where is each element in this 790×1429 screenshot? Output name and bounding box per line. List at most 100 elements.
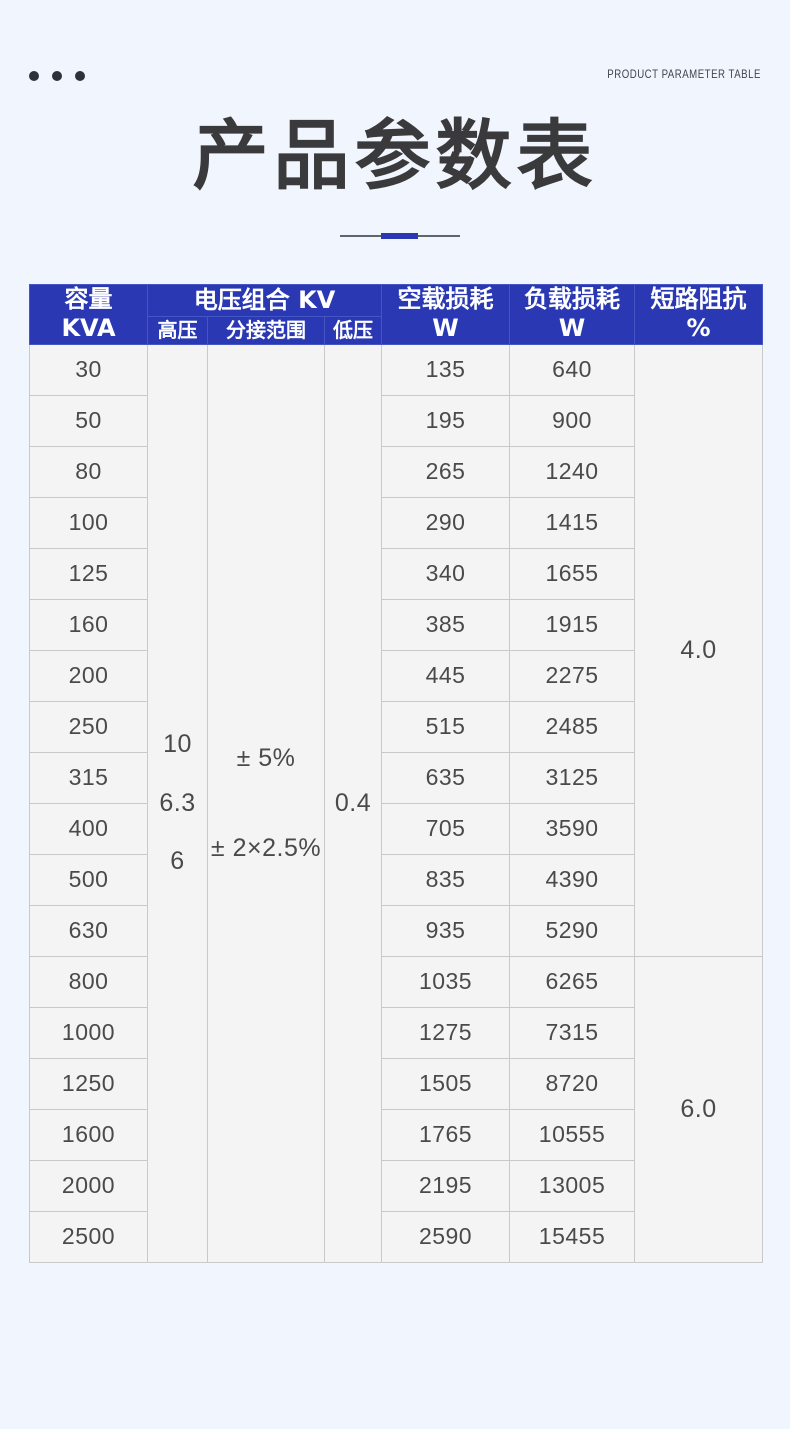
high-voltage-value: 10 (163, 729, 192, 758)
header-impedance: 短路阻抗 % (634, 284, 764, 345)
cell-no-load-loss: 705 (381, 802, 511, 855)
header-impedance-title: 短路阻抗 (650, 285, 747, 313)
cell-no-load-loss: 445 (381, 649, 511, 702)
high-voltage-value: 6.3 (159, 788, 196, 817)
product-parameter-table: 容量 KVA 电压组合 KV 空载损耗 W 负载损耗 W 短路阻抗 % 高 (29, 283, 764, 1263)
cell-impedance: 4.0 (634, 343, 764, 957)
cell-load-loss: 7315 (509, 1006, 636, 1059)
cell-no-load-loss: 1765 (381, 1108, 511, 1161)
cell-capacity: 315 (29, 751, 148, 804)
cell-load-loss: 5290 (509, 904, 636, 957)
cell-no-load-loss: 2590 (381, 1210, 511, 1263)
cell-high-voltage: 10 6.3 6 (147, 343, 208, 1263)
table-row: 400 705 3590 (29, 802, 763, 855)
table-row: 1000 1275 7315 (29, 1006, 763, 1059)
table-body: 30 10 6.3 6 ± 5% ± 2×2.5% 0.4 135 640 4.0 50 195 900… (29, 343, 764, 1263)
cell-no-load-loss: 1035 (381, 955, 511, 1008)
cell-capacity: 100 (29, 496, 148, 549)
cell-no-load-loss: 835 (381, 853, 511, 906)
page-header: PRODUCT PARAMETER TABLE (0, 0, 790, 110)
cell-load-loss: 900 (509, 394, 636, 447)
table-row: 1250 1505 8720 (29, 1057, 763, 1110)
parameter-table-wrapper: 容量 KVA 电压组合 KV 空载损耗 W 负载损耗 W 短路阻抗 % 高 (29, 283, 764, 1263)
cell-low-voltage: 0.4 (323, 343, 383, 1263)
cell-load-loss: 640 (509, 343, 636, 396)
cell-load-loss: 2275 (509, 649, 636, 702)
cell-capacity: 30 (29, 343, 148, 396)
header-tap-range: 分接范围 (207, 316, 325, 345)
cell-no-load-loss: 515 (381, 700, 511, 753)
dot-icon (75, 71, 85, 81)
cell-no-load-loss: 135 (381, 343, 511, 396)
header-capacity: 容量 KVA (29, 284, 148, 345)
cell-load-loss: 10555 (509, 1108, 636, 1161)
table-head: 容量 KVA 电压组合 KV 空载损耗 W 负载损耗 W 短路阻抗 % 高 (29, 283, 764, 345)
header-low-voltage: 低压 (323, 316, 383, 345)
tap-range-value: ± 2×2.5% (210, 834, 322, 863)
dot-icon (29, 71, 39, 81)
cell-capacity: 200 (29, 649, 148, 702)
cell-no-load-loss: 1275 (381, 1006, 511, 1059)
header-no-load-loss-title: 空载损耗 (397, 285, 494, 313)
cell-no-load-loss: 195 (381, 394, 511, 447)
cell-capacity: 400 (29, 802, 148, 855)
cell-load-loss: 13005 (509, 1159, 636, 1212)
cell-no-load-loss: 935 (381, 904, 511, 957)
table-row: 630 935 5290 (29, 904, 763, 957)
tap-range-value: ± 5% (236, 744, 296, 773)
cell-no-load-loss: 635 (381, 751, 511, 804)
decorative-dots (29, 71, 85, 81)
cell-load-loss: 1240 (509, 445, 636, 498)
cell-capacity: 500 (29, 853, 148, 906)
cell-capacity: 800 (29, 955, 148, 1008)
cell-tap-range: ± 5% ± 2×2.5% (207, 343, 325, 1263)
cell-capacity: 1000 (29, 1006, 148, 1059)
cell-no-load-loss: 265 (381, 445, 511, 498)
title-divider (0, 233, 790, 239)
cell-load-loss: 4390 (509, 853, 636, 906)
cell-capacity: 1250 (29, 1057, 148, 1110)
cell-no-load-loss: 2195 (381, 1159, 511, 1212)
cell-capacity: 630 (29, 904, 148, 957)
cell-no-load-loss: 290 (381, 496, 511, 549)
cell-load-loss: 2485 (509, 700, 636, 753)
table-row: 2000 2195 13005 (29, 1159, 763, 1212)
table-row: 250 515 2485 (29, 700, 763, 753)
table-row: 500 835 4390 (29, 853, 763, 906)
table-row: 315 635 3125 (29, 751, 763, 804)
cell-load-loss: 1415 (509, 496, 636, 549)
header-capacity-unit: KVA (61, 314, 116, 343)
cell-capacity: 2500 (29, 1210, 148, 1263)
eyebrow-label: PRODUCT PARAMETER TABLE (607, 69, 761, 81)
cell-no-load-loss: 340 (381, 547, 511, 600)
table-row: 30 10 6.3 6 ± 5% ± 2×2.5% 0.4 135 640 4.0 (29, 343, 764, 1263)
header-load-loss-title: 负载损耗 (524, 285, 621, 313)
table-header-row-1: 容量 KVA 电压组合 KV 空载损耗 W 负载损耗 W 短路阻抗 % (29, 283, 764, 345)
cell-capacity: 50 (29, 394, 148, 447)
cell-no-load-loss: 1505 (381, 1057, 511, 1110)
table-row: 125 340 1655 (29, 547, 763, 600)
header-no-load-loss-unit: W (432, 314, 459, 343)
cell-capacity: 125 (29, 547, 148, 600)
header-voltage-group: 电压组合 KV (146, 283, 383, 318)
cell-capacity: 2000 (29, 1159, 148, 1212)
table-row: 2500 2590 15455 (29, 1210, 763, 1263)
divider-accent-segment (381, 233, 418, 239)
cell-load-loss: 3125 (509, 751, 636, 804)
title-block: 产品参数表 (0, 118, 790, 194)
cell-capacity: 250 (29, 700, 148, 753)
cell-capacity: 160 (29, 598, 148, 651)
table-row: 800 1035 6265 6.0 (29, 955, 764, 1263)
header-no-load-loss: 空载损耗 W (381, 284, 511, 345)
table-row: 80 265 1240 (29, 445, 763, 498)
header-impedance-unit: % (686, 314, 711, 343)
cell-load-loss: 15455 (509, 1210, 636, 1263)
cell-no-load-loss: 385 (381, 598, 511, 651)
cell-load-loss: 1655 (509, 547, 636, 600)
cell-capacity: 80 (29, 445, 148, 498)
header-load-loss-unit: W (558, 314, 586, 343)
cell-load-loss: 8720 (509, 1057, 636, 1110)
header-capacity-title: 容量 (64, 285, 113, 313)
high-voltage-value: 6 (170, 847, 185, 876)
header-high-voltage: 高压 (147, 316, 208, 345)
